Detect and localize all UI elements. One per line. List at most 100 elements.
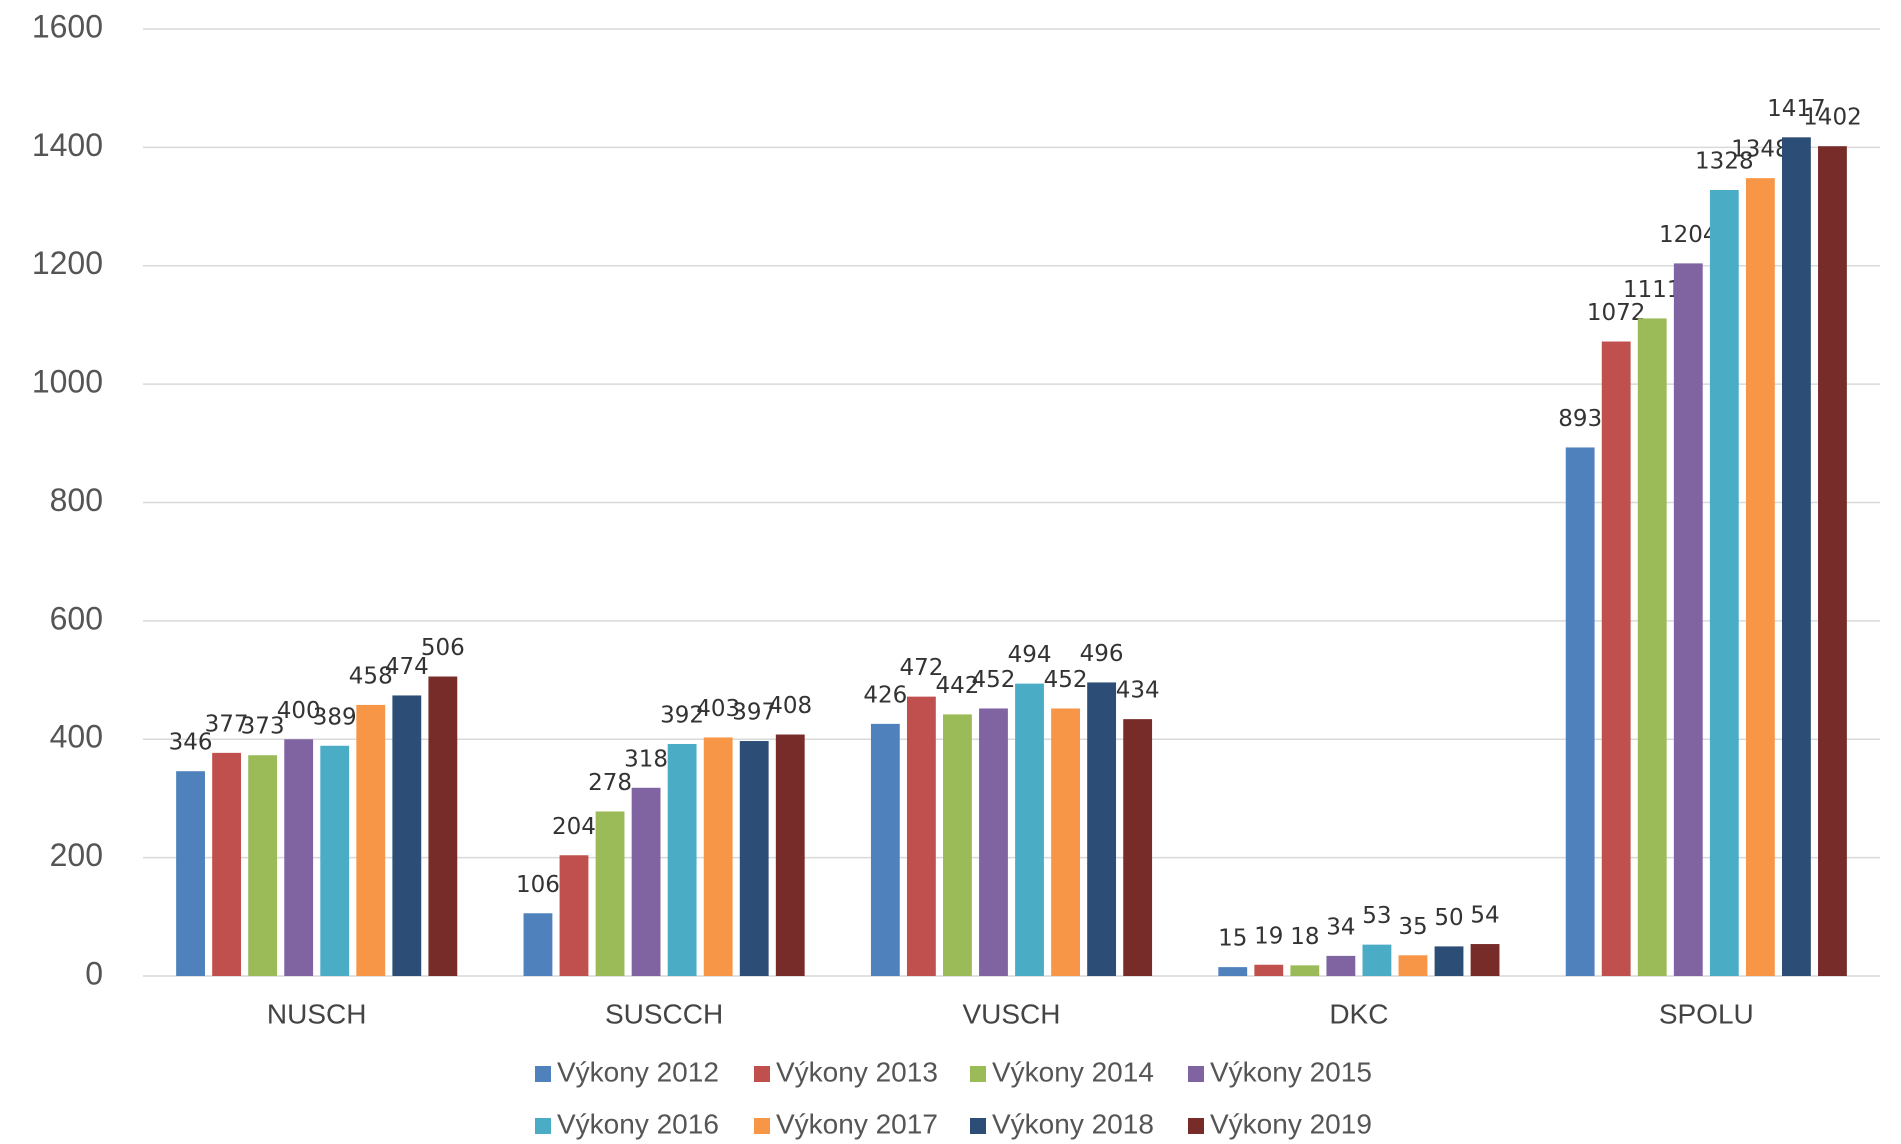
y-tick-label: 1400	[32, 127, 103, 163]
data-label: 18	[1290, 924, 1319, 950]
legend-swatch	[970, 1118, 986, 1134]
bar	[428, 676, 458, 976]
data-label: 50	[1434, 905, 1463, 931]
bar	[1051, 708, 1080, 976]
y-tick-label: 800	[50, 482, 103, 518]
x-tick-label: DKC	[1329, 998, 1388, 1029]
bar	[392, 695, 422, 976]
bar	[320, 745, 350, 976]
x-tick-label: SPOLU	[1659, 998, 1754, 1029]
bar	[559, 855, 589, 976]
bar	[1218, 967, 1248, 976]
data-label: 106	[516, 872, 560, 898]
bar	[979, 708, 1008, 976]
data-label: 1348	[1731, 137, 1790, 163]
legend-label: Výkony 2015	[1210, 1056, 1372, 1087]
data-label: 377	[205, 711, 249, 737]
bar	[1745, 178, 1775, 977]
bar	[667, 743, 697, 976]
bar	[1673, 263, 1703, 976]
data-label: 397	[732, 700, 776, 726]
legend-label: Výkony 2017	[776, 1108, 938, 1139]
data-label: 204	[552, 814, 596, 840]
bar	[1565, 447, 1595, 976]
data-label: 472	[899, 655, 943, 681]
bar	[1398, 955, 1428, 976]
data-label: 34	[1326, 914, 1355, 940]
bar	[1254, 964, 1284, 976]
bar	[1326, 955, 1356, 976]
bar	[775, 734, 805, 976]
y-tick-label: 1000	[32, 364, 103, 400]
legend-label: Výkony 2016	[557, 1108, 719, 1139]
data-label: 1328	[1695, 148, 1754, 174]
data-label: 1111	[1623, 277, 1682, 303]
y-tick-label: 200	[50, 837, 103, 873]
bar	[703, 737, 733, 976]
data-label: 53	[1362, 903, 1391, 929]
data-label: 452	[1044, 667, 1088, 693]
bar	[1290, 965, 1320, 976]
bar	[631, 787, 661, 976]
data-label: 392	[660, 702, 704, 728]
data-label: 1072	[1587, 300, 1646, 326]
data-label: 458	[349, 663, 393, 689]
legend-swatch	[1188, 1066, 1204, 1082]
legend-swatch	[754, 1118, 770, 1134]
bar	[248, 755, 278, 976]
data-label: 278	[588, 770, 632, 796]
data-label: 1204	[1659, 222, 1718, 248]
bar	[739, 741, 769, 976]
data-label: 494	[1008, 642, 1052, 668]
bar	[1015, 683, 1044, 976]
y-tick-label: 1600	[32, 8, 103, 44]
legend-swatch	[535, 1066, 551, 1082]
bar	[1362, 944, 1392, 976]
x-tick-label: NUSCH	[267, 998, 367, 1029]
data-label: 496	[1080, 641, 1124, 667]
data-label: 15	[1218, 926, 1247, 952]
data-label: 400	[277, 698, 321, 724]
bar	[1470, 944, 1500, 976]
legend-label: Výkony 2019	[1210, 1108, 1372, 1139]
data-label: 474	[385, 654, 429, 680]
data-label: 35	[1398, 914, 1427, 940]
bar	[1087, 682, 1117, 976]
legend-label: Výkony 2012	[557, 1056, 719, 1087]
data-label: 19	[1254, 923, 1283, 949]
data-label: 403	[696, 696, 740, 722]
data-label: 434	[1116, 678, 1160, 704]
bar	[1601, 341, 1631, 976]
data-label: 54	[1470, 903, 1499, 929]
data-label: 442	[935, 673, 979, 699]
y-tick-label: 400	[50, 719, 103, 755]
legend-swatch	[754, 1066, 770, 1082]
y-tick-label: 1200	[32, 245, 103, 281]
data-label: 346	[169, 730, 213, 756]
x-tick-label: SUSCCH	[605, 998, 723, 1029]
bar	[906, 696, 936, 976]
legend-label: Výkony 2014	[992, 1056, 1154, 1087]
bar	[943, 714, 972, 976]
legend-label: Výkony 2013	[776, 1056, 938, 1087]
bar	[1637, 318, 1667, 976]
data-label: 1417	[1767, 96, 1826, 122]
y-tick-label: 600	[50, 600, 103, 636]
bar	[1123, 719, 1153, 976]
legend-label: Výkony 2018	[992, 1108, 1154, 1139]
legend-swatch	[535, 1118, 551, 1134]
y-tick-label: 0	[85, 955, 103, 991]
bar	[870, 723, 900, 976]
data-label: 893	[1558, 406, 1602, 432]
legend-swatch	[1188, 1118, 1204, 1134]
bar	[284, 739, 314, 976]
bar	[356, 704, 386, 976]
bar	[595, 811, 625, 976]
legend-swatch	[970, 1066, 986, 1082]
data-label: 506	[421, 635, 465, 661]
x-tick-label: VUSCH	[962, 998, 1060, 1029]
data-label: 373	[241, 714, 285, 740]
bar	[1818, 146, 1847, 976]
data-label: 426	[863, 682, 907, 708]
